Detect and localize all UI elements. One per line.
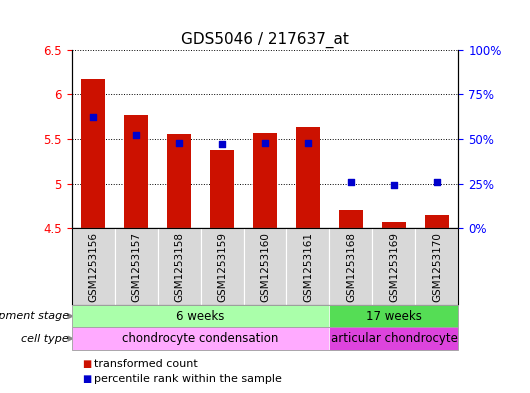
Title: GDS5046 / 217637_at: GDS5046 / 217637_at [181, 32, 349, 48]
Bar [81, 79, 105, 228]
Text: GSM1253157: GSM1253157 [131, 231, 141, 302]
Text: cell type: cell type [21, 334, 69, 343]
Text: GSM1253168: GSM1253168 [346, 231, 356, 302]
Text: development stage: development stage [0, 311, 69, 321]
Text: ■: ■ [82, 374, 91, 384]
Point [218, 141, 226, 147]
Text: articular chondrocyte: articular chondrocyte [331, 332, 457, 345]
Text: GSM1253161: GSM1253161 [303, 231, 313, 302]
Text: GSM1253160: GSM1253160 [260, 232, 270, 301]
Bar [425, 215, 449, 228]
Text: GSM1253159: GSM1253159 [217, 231, 227, 302]
Bar [296, 127, 320, 228]
Text: 6 weeks: 6 weeks [176, 310, 225, 323]
Bar [253, 133, 277, 228]
Bar [210, 150, 234, 228]
Text: 17 weeks: 17 weeks [366, 310, 422, 323]
Point [432, 179, 441, 185]
Point [261, 140, 269, 146]
Text: GSM1253169: GSM1253169 [389, 231, 399, 302]
Text: percentile rank within the sample: percentile rank within the sample [94, 374, 281, 384]
Point [175, 140, 183, 146]
Point [390, 182, 398, 189]
Bar [124, 115, 148, 228]
Bar [382, 222, 406, 228]
Bar [339, 210, 363, 228]
Point [89, 114, 98, 121]
Text: GSM1253170: GSM1253170 [432, 232, 442, 301]
Text: GSM1253156: GSM1253156 [88, 231, 98, 302]
Text: transformed count: transformed count [94, 358, 198, 369]
Text: GSM1253158: GSM1253158 [174, 231, 184, 302]
Text: ■: ■ [82, 358, 91, 369]
Point [304, 140, 312, 146]
Bar [167, 134, 191, 228]
Point [347, 179, 355, 185]
Text: chondrocyte condensation: chondrocyte condensation [122, 332, 279, 345]
Point [132, 132, 140, 138]
